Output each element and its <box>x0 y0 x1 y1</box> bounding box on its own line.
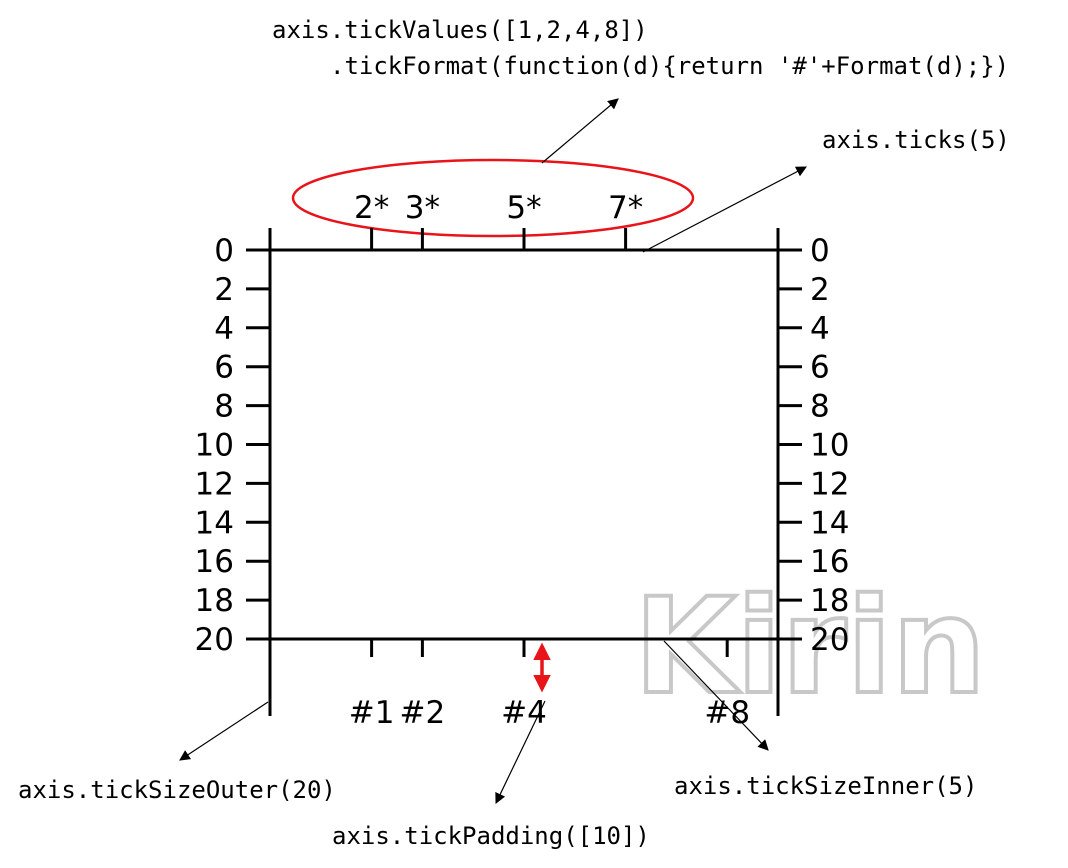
top-tick-label: 3* <box>405 190 440 226</box>
left-tick-label: 0 <box>214 233 234 269</box>
right-tick-label: 18 <box>810 583 849 619</box>
top-tick-label: 2* <box>354 190 389 226</box>
right-tick-label: 2 <box>810 272 830 308</box>
ticks-note: axis.ticks(5) <box>822 126 1010 154</box>
top-tick-label: 7* <box>608 190 643 226</box>
right-tick-label: 12 <box>810 466 849 502</box>
top-tick-label: 5* <box>506 190 541 226</box>
tick-size-outer-pointer <box>179 701 269 761</box>
right-tick-label: 8 <box>810 389 830 425</box>
left-tick-label: 4 <box>214 311 234 347</box>
ticks-pointer <box>642 166 807 253</box>
tick-size-inner-pointer <box>663 640 769 751</box>
bottom-tick-label: #8 <box>704 695 750 731</box>
right-tick-label: 14 <box>810 505 849 541</box>
bottom-tick-label: #4 <box>501 695 547 731</box>
right-tick-label: 0 <box>810 233 830 269</box>
right-tick-label: 16 <box>810 544 849 580</box>
tick-size-outer-note: axis.tickSizeOuter(20) <box>18 776 336 804</box>
watermark-text: Kirin <box>634 570 986 724</box>
tick-padding-pointer <box>495 700 546 804</box>
tick-values-note: axis.tickValues([1,2,4,8]) <box>272 16 648 44</box>
top-labels-highlight <box>291 158 695 238</box>
left-tick-label: 8 <box>214 389 234 425</box>
tick-padding-note: axis.tickPadding([10]) <box>332 822 650 850</box>
bottom-tick-label: #1 <box>349 695 395 731</box>
left-tick-label: 10 <box>195 428 234 464</box>
tick-size-inner-note: axis.tickSizeInner(5) <box>674 772 977 800</box>
left-tick-label: 2 <box>214 272 234 308</box>
right-tick-label: 4 <box>810 311 830 347</box>
top-axis: 2* 3* 5* 7* <box>354 190 643 250</box>
left-tick-label: 18 <box>195 583 234 619</box>
left-tick-label: 14 <box>195 505 234 541</box>
right-tick-label: 6 <box>810 350 830 386</box>
bottom-tick-label: #2 <box>400 695 446 731</box>
tick-format-pointer <box>541 98 619 164</box>
left-tick-label: 20 <box>195 622 234 658</box>
right-tick-label: 10 <box>810 428 849 464</box>
left-tick-label: 6 <box>214 350 234 386</box>
tick-format-note: .tickFormat(function(d){return '#'+Forma… <box>330 52 1009 80</box>
left-tick-label: 12 <box>195 466 234 502</box>
left-tick-label: 16 <box>195 544 234 580</box>
right-tick-label: 20 <box>810 622 849 658</box>
bottom-axis: #1 #2 #4 #8 <box>349 639 750 731</box>
